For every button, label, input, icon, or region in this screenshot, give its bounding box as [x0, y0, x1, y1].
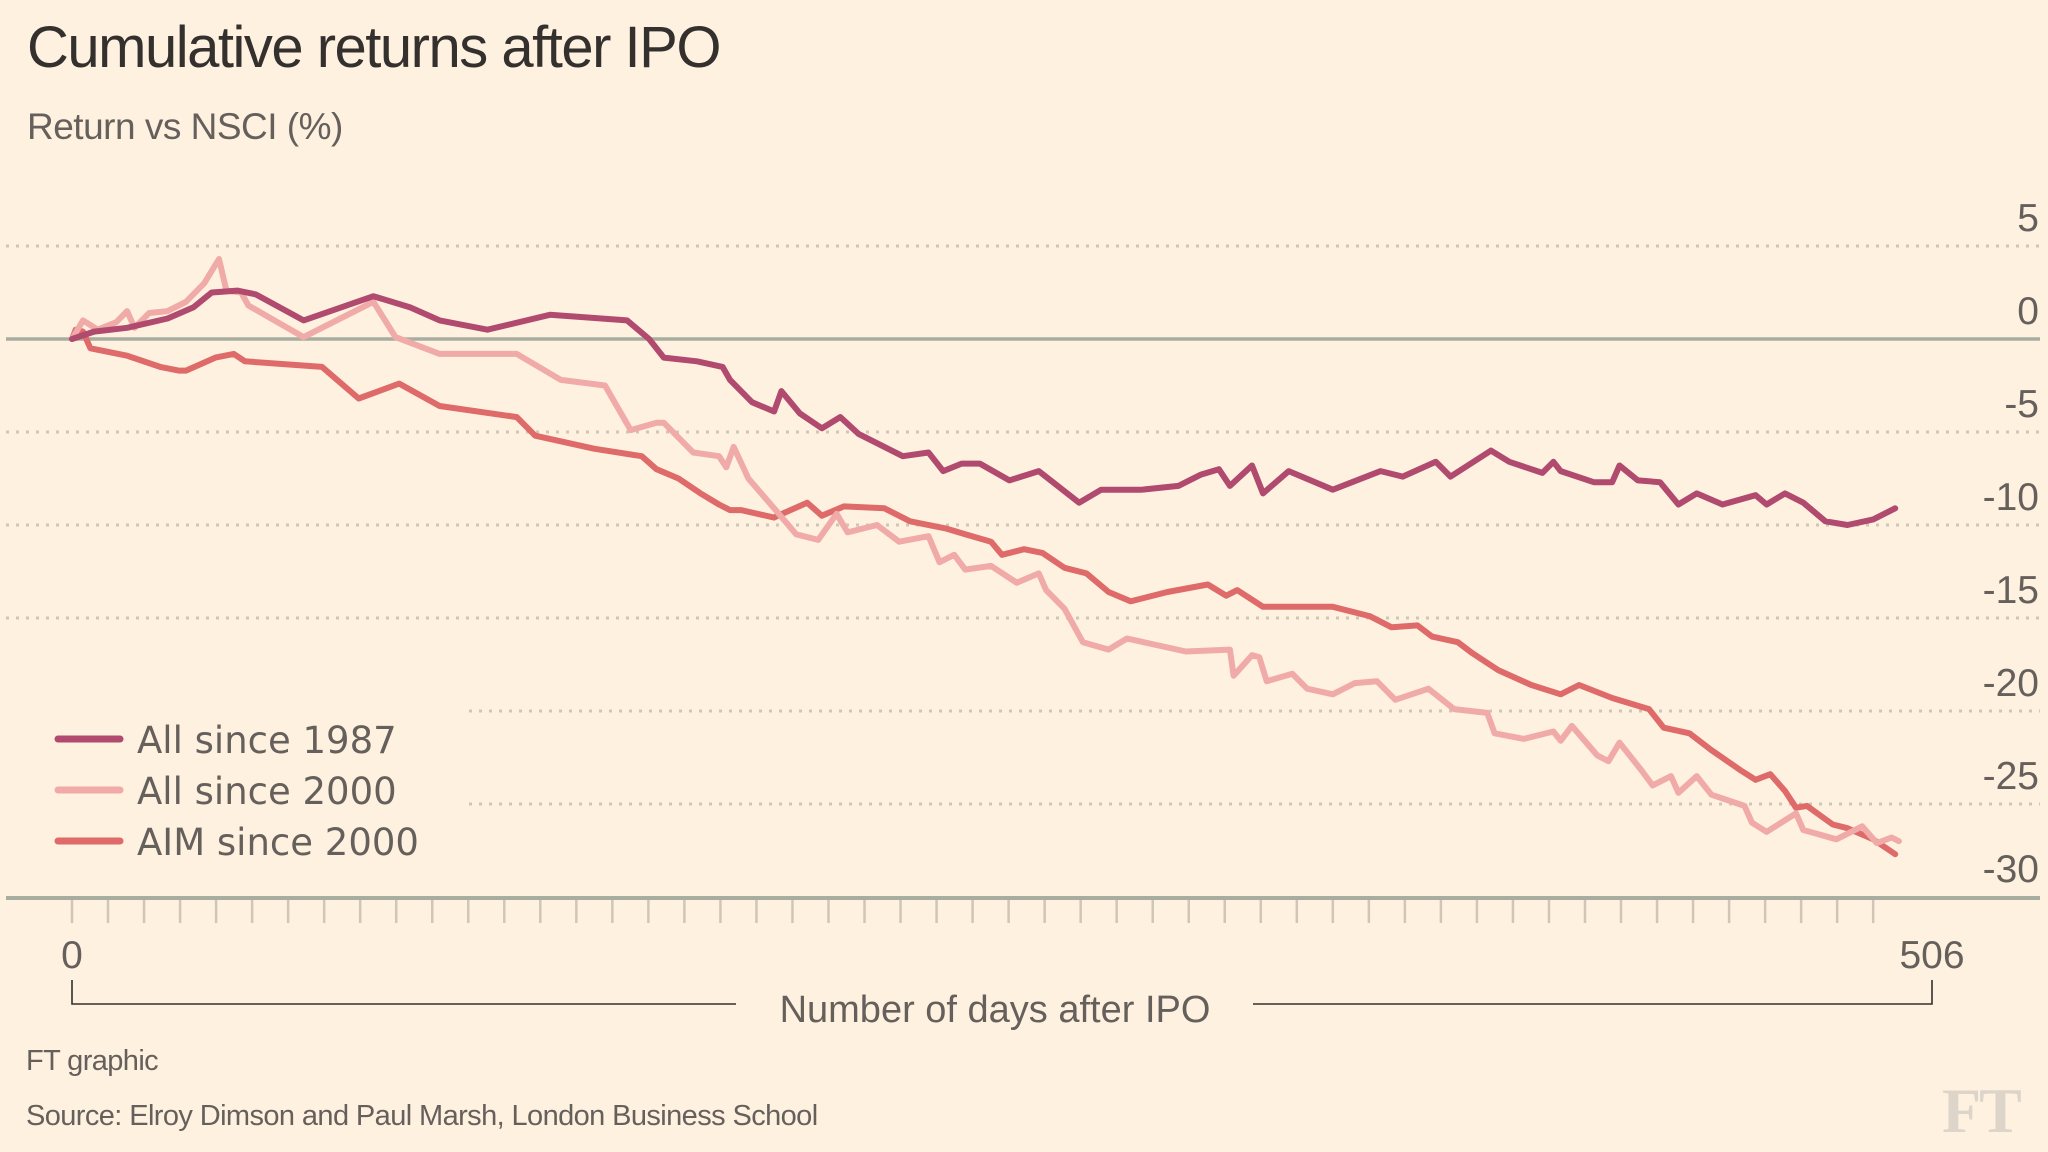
y-tick-label: 0	[2017, 290, 2039, 333]
y-tick-label: -5	[2004, 383, 2039, 426]
series-line-all-since-2000	[69, 256, 1902, 847]
y-tick-label: 5	[2017, 197, 2039, 240]
legend-item: All since 2000	[54, 770, 397, 813]
y-tick-label: -25	[1983, 755, 2039, 798]
credit-text: FT graphic	[26, 1045, 159, 1077]
x-axis: 0 506 Number of days after IPO	[6, 896, 2040, 1031]
x-tick-label-start: 0	[61, 934, 83, 977]
source-text: Source: Elroy Dimson and Paul Marsh, Lon…	[26, 1100, 818, 1132]
y-axis-labels: 5 0 -5 -10 -15 -20 -25 -30	[1983, 197, 2039, 891]
x-axis-bracket-right	[1253, 980, 1933, 1005]
chart-subtitle: Return vs NSCI (%)	[27, 106, 343, 147]
gridlines	[6, 244, 2040, 806]
y-tick-label: -15	[1983, 569, 2039, 612]
series-line-aim-since-2000	[69, 326, 1899, 858]
legend-item: All since 1987	[54, 719, 397, 762]
legend-item: AIM since 2000	[54, 821, 419, 864]
y-tick-label: -20	[1983, 662, 2039, 705]
chart-title: Cumulative returns after IPO	[27, 15, 721, 80]
y-tick-label: -30	[1983, 848, 2039, 891]
x-tick-label-end: 506	[1899, 934, 1964, 977]
x-axis-ticks	[70, 900, 1875, 923]
x-axis-bracket-left	[71, 980, 736, 1005]
y-tick-label: -10	[1983, 476, 2039, 519]
x-axis-title: Number of days after IPO	[780, 989, 1211, 1031]
series-line-all-since-1987	[69, 287, 1899, 528]
series-lines	[69, 256, 1902, 858]
legend-label-aim-2000: AIM since 2000	[137, 821, 419, 864]
legend-label-2000: All since 2000	[137, 770, 397, 813]
ft-logo: FT	[1942, 1075, 2022, 1146]
legend: All since 1987 All since 2000 AIM since …	[54, 719, 419, 864]
legend-label-1987: All since 1987	[137, 719, 397, 762]
